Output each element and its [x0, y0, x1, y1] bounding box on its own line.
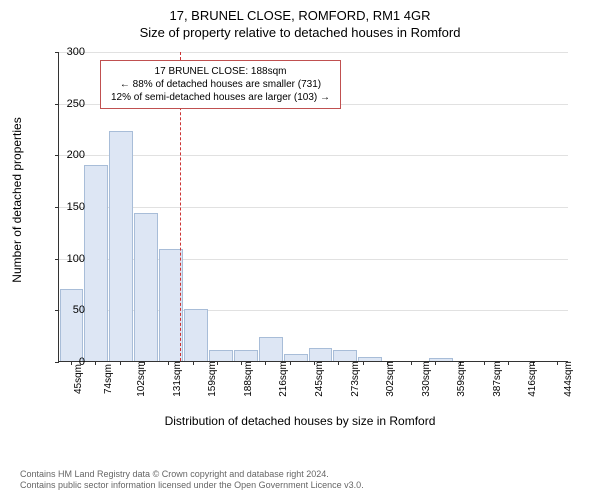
x-tick-label: 188sqm — [243, 361, 254, 397]
page-title: 17, BRUNEL CLOSE, ROMFORD, RM1 4GR — [0, 0, 600, 23]
bar — [234, 350, 258, 361]
x-tick-label: 416sqm — [527, 361, 538, 397]
x-axis-label: Distribution of detached houses by size … — [0, 414, 600, 428]
bar — [429, 358, 453, 361]
y-tick-label: 200 — [55, 149, 85, 161]
bar — [84, 165, 108, 361]
x-tick-label: 131sqm — [171, 361, 182, 397]
bar — [309, 348, 333, 361]
x-tick-label: 387sqm — [492, 361, 503, 397]
y-tick-label: 300 — [55, 46, 85, 58]
x-tick-label: 159sqm — [207, 361, 218, 397]
x-tick-label: 302sqm — [385, 361, 396, 397]
y-tick-label: 150 — [55, 201, 85, 213]
y-tick-label: 50 — [55, 304, 85, 316]
bar — [333, 350, 357, 361]
bar — [109, 131, 133, 361]
footer-line: Contains HM Land Registry data © Crown c… — [20, 469, 364, 481]
y-axis-label: Number of detached properties — [10, 117, 24, 282]
x-tick-label: 45sqm — [73, 364, 84, 394]
x-tick-label: 216sqm — [278, 361, 289, 397]
y-tick-label: 250 — [55, 98, 85, 110]
x-tick-label: 102sqm — [136, 361, 147, 397]
x-tick-label: 74sqm — [103, 364, 114, 394]
bar — [209, 350, 233, 361]
footer-line: Contains public sector information licen… — [20, 480, 364, 492]
bar — [134, 213, 158, 361]
bar — [259, 337, 283, 361]
bar — [284, 354, 308, 361]
x-tick-label: 245sqm — [314, 361, 325, 397]
x-tick-label: 273sqm — [349, 361, 360, 397]
annotation-line: 17 BRUNEL CLOSE: 188sqm — [111, 65, 330, 78]
x-tick-label: 444sqm — [563, 361, 574, 397]
x-labels: 45sqm74sqm102sqm131sqm159sqm188sqm216sqm… — [58, 365, 568, 376]
footer-attribution: Contains HM Land Registry data © Crown c… — [20, 469, 364, 492]
bar — [184, 309, 208, 361]
annotation-line: 12% of semi-detached houses are larger (… — [111, 91, 330, 104]
page-subtitle: Size of property relative to detached ho… — [0, 23, 600, 46]
x-tick-label: 330sqm — [420, 361, 431, 397]
annotation-box: 17 BRUNEL CLOSE: 188sqm ← 88% of detache… — [100, 60, 341, 109]
annotation-line: ← 88% of detached houses are smaller (73… — [111, 78, 330, 91]
bar — [60, 289, 84, 361]
x-tick-label: 359sqm — [456, 361, 467, 397]
y-tick-label: 100 — [55, 253, 85, 265]
